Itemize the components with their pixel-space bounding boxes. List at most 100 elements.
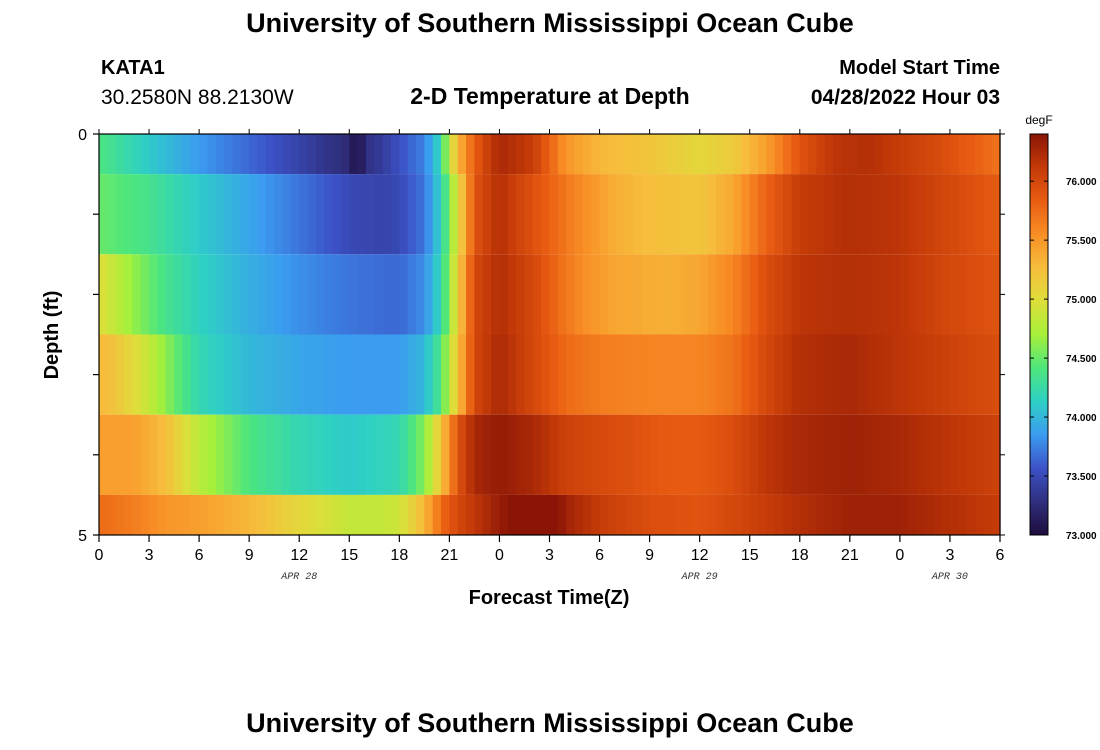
heatmap-cell: [157, 494, 167, 535]
heatmap-cell: [190, 334, 200, 415]
heatmap-cell: [682, 134, 692, 175]
heatmap-cell: [424, 494, 434, 535]
heatmap-cell: [991, 494, 1001, 535]
heatmap-cell: [891, 174, 901, 255]
heatmap-cell: [566, 494, 576, 535]
heatmap-cell: [416, 414, 425, 495]
heatmap-cell: [332, 414, 342, 495]
heatmap-cell: [399, 414, 409, 495]
heatmap-cell: [783, 494, 793, 535]
heatmap-cell: [324, 254, 334, 335]
heatmap-cell: [749, 414, 759, 495]
temperature-depth-chart: 0 3 6 9 12 15 18 21 0 3 6 9 12 15 18 21 0 3 6 APR 28 APR 29 A…: [41, 113, 1097, 609]
heatmap-cell: [733, 494, 742, 535]
heatmap-cell: [432, 334, 442, 415]
heatmap-cell: [783, 414, 793, 495]
heatmap-cell: [599, 494, 609, 535]
heatmap-cell: [140, 494, 150, 535]
heatmap-cell: [891, 414, 901, 495]
heatmap-cell: [958, 334, 968, 415]
heatmap-cell: [257, 174, 267, 255]
heatmap-cell: [833, 174, 843, 255]
heatmap-cell: [199, 494, 209, 535]
heatmap-cell: [774, 334, 784, 415]
heatmap-cell: [766, 414, 776, 495]
x-tick-label: 3: [145, 547, 154, 564]
heatmap-cell: [432, 414, 442, 495]
heatmap-cell: [849, 414, 859, 495]
heatmap-cell: [632, 414, 642, 495]
heatmap-cell: [816, 134, 826, 175]
heatmap-cell: [908, 174, 918, 255]
heatmap-cell: [140, 254, 150, 335]
heatmap-cell: [866, 134, 876, 175]
heatmap-cell: [983, 174, 993, 255]
heatmap-cell: [265, 254, 275, 335]
heatmap-cell: [416, 334, 425, 415]
heatmap-cell: [649, 414, 659, 495]
heatmap-cell: [265, 334, 275, 415]
heatmap-cell: [607, 254, 617, 335]
heatmap-cell: [582, 134, 592, 175]
heatmap-cell: [841, 414, 851, 495]
x-axis-label: Forecast Time(Z): [469, 587, 630, 609]
heatmap-cell: [99, 134, 108, 175]
heatmap-cell: [808, 334, 818, 415]
heatmap-cell: [958, 494, 968, 535]
heatmap-cell: [132, 334, 142, 415]
heatmap-cell: [624, 494, 634, 535]
heatmap-cell: [916, 494, 926, 535]
heatmap-cell: [674, 134, 684, 175]
heatmap-cell: [365, 414, 375, 495]
heatmap-cell: [507, 334, 517, 415]
heatmap-cell: [766, 174, 776, 255]
heatmap-cell: [908, 414, 918, 495]
heatmap-cell: [524, 414, 534, 495]
heatmap-cell: [407, 174, 417, 255]
heatmap-cell: [199, 334, 209, 415]
heatmap-cell: [149, 134, 158, 175]
heatmap-cell: [557, 414, 567, 495]
heatmap-cell: [708, 414, 717, 495]
depth-layer-0: [99, 134, 1001, 175]
heatmap-cell: [240, 334, 250, 415]
heatmap-cell: [874, 414, 884, 495]
heatmap-cell: [891, 254, 901, 335]
colorbar-tick-label: 73.000: [1066, 531, 1097, 542]
heatmap-cell: [816, 334, 826, 415]
heatmap-cell: [491, 414, 501, 495]
heatmap-cell: [349, 174, 359, 255]
heatmap-cell: [974, 494, 984, 535]
heatmap-cell: [190, 174, 200, 255]
heatmap-cell: [524, 334, 534, 415]
heatmap-cell: [182, 174, 192, 255]
heatmap-cell: [507, 134, 517, 175]
heatmap-cell: [933, 334, 943, 415]
heatmap-cell: [641, 174, 651, 255]
heatmap-cell: [265, 414, 275, 495]
heatmap-cell: [949, 494, 959, 535]
heatmap-cell: [374, 414, 384, 495]
heatmap-cell: [974, 134, 984, 175]
heatmap-cell: [182, 414, 192, 495]
x-tick-label: 18: [791, 547, 809, 564]
colorbar-tick-label: 74.000: [1066, 413, 1097, 424]
heatmap-cell: [249, 494, 259, 535]
colorbar-unit: degF: [1025, 113, 1052, 127]
heatmap-cell: [315, 334, 325, 415]
heatmap-cell: [716, 334, 726, 415]
heatmap-cell: [649, 494, 659, 535]
heatmap-cell: [557, 494, 567, 535]
heatmap-cell: [933, 174, 943, 255]
heatmap-cell: [899, 414, 909, 495]
heatmap-cell: [357, 334, 367, 415]
heatmap-cell: [933, 134, 943, 175]
heatmap-cell: [199, 414, 209, 495]
heatmap-cell: [215, 254, 225, 335]
heatmap-cell: [457, 414, 467, 495]
heatmap-cell: [207, 134, 217, 175]
heatmap-cell: [165, 134, 175, 175]
heatmap-cell: [199, 134, 209, 175]
heatmap-cell: [199, 254, 209, 335]
heatmap-cell: [749, 334, 759, 415]
